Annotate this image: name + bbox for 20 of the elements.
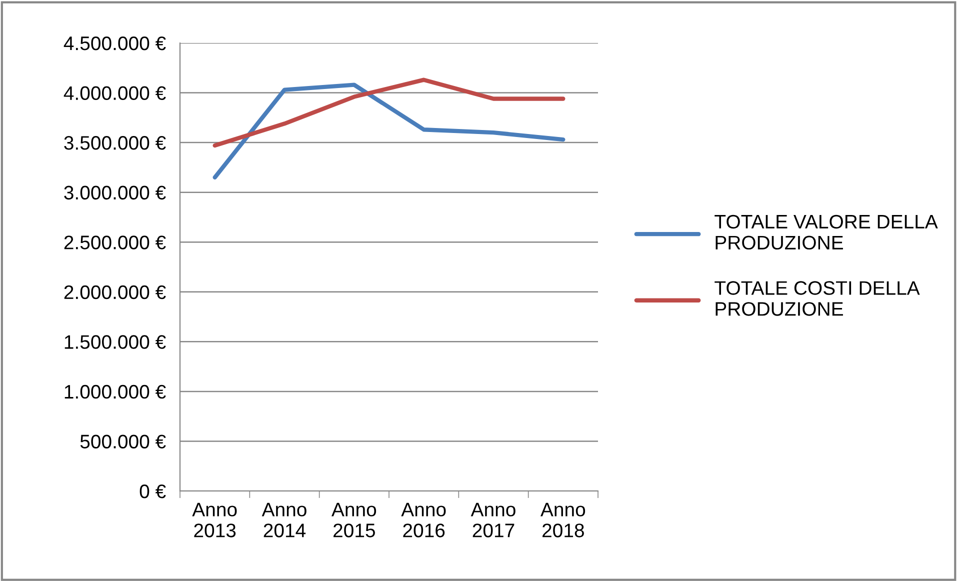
x-tick-label: Anno 2016 [401,502,446,538]
y-tick-label: 1.500.000 € [64,335,166,349]
y-tick-label: 0 € [140,484,166,498]
y-tick-label: 4.500.000 € [64,36,166,50]
line-series [212,82,566,180]
y-tick-label: 4.000.000 € [64,86,166,100]
y-tick-label: 3.000.000 € [64,186,166,200]
x-tick-label: Anno 2017 [470,502,516,538]
x-tick-label: Anno 2015 [332,502,376,538]
y-tick-label: 2.000.000 € [64,285,166,300]
line-series [212,78,566,148]
x-tick-label: Anno 2018 [540,502,586,538]
x-tick-label: Anno 2013 [192,502,237,538]
y-tick-label: 1.000.000 € [64,384,166,399]
legend-label: TOTALE VALORE DELLA PRODUZIONE [714,214,938,250]
y-tick-label: 3.500.000 € [64,136,166,150]
x-tick-label: Anno 2014 [262,502,306,538]
legend-label: TOTALE COSTI DELLA PRODUZIONE [714,281,920,316]
y-tick-label: 2.500.000 € [64,236,166,250]
y-tick-label: 500.000 € [80,434,166,448]
